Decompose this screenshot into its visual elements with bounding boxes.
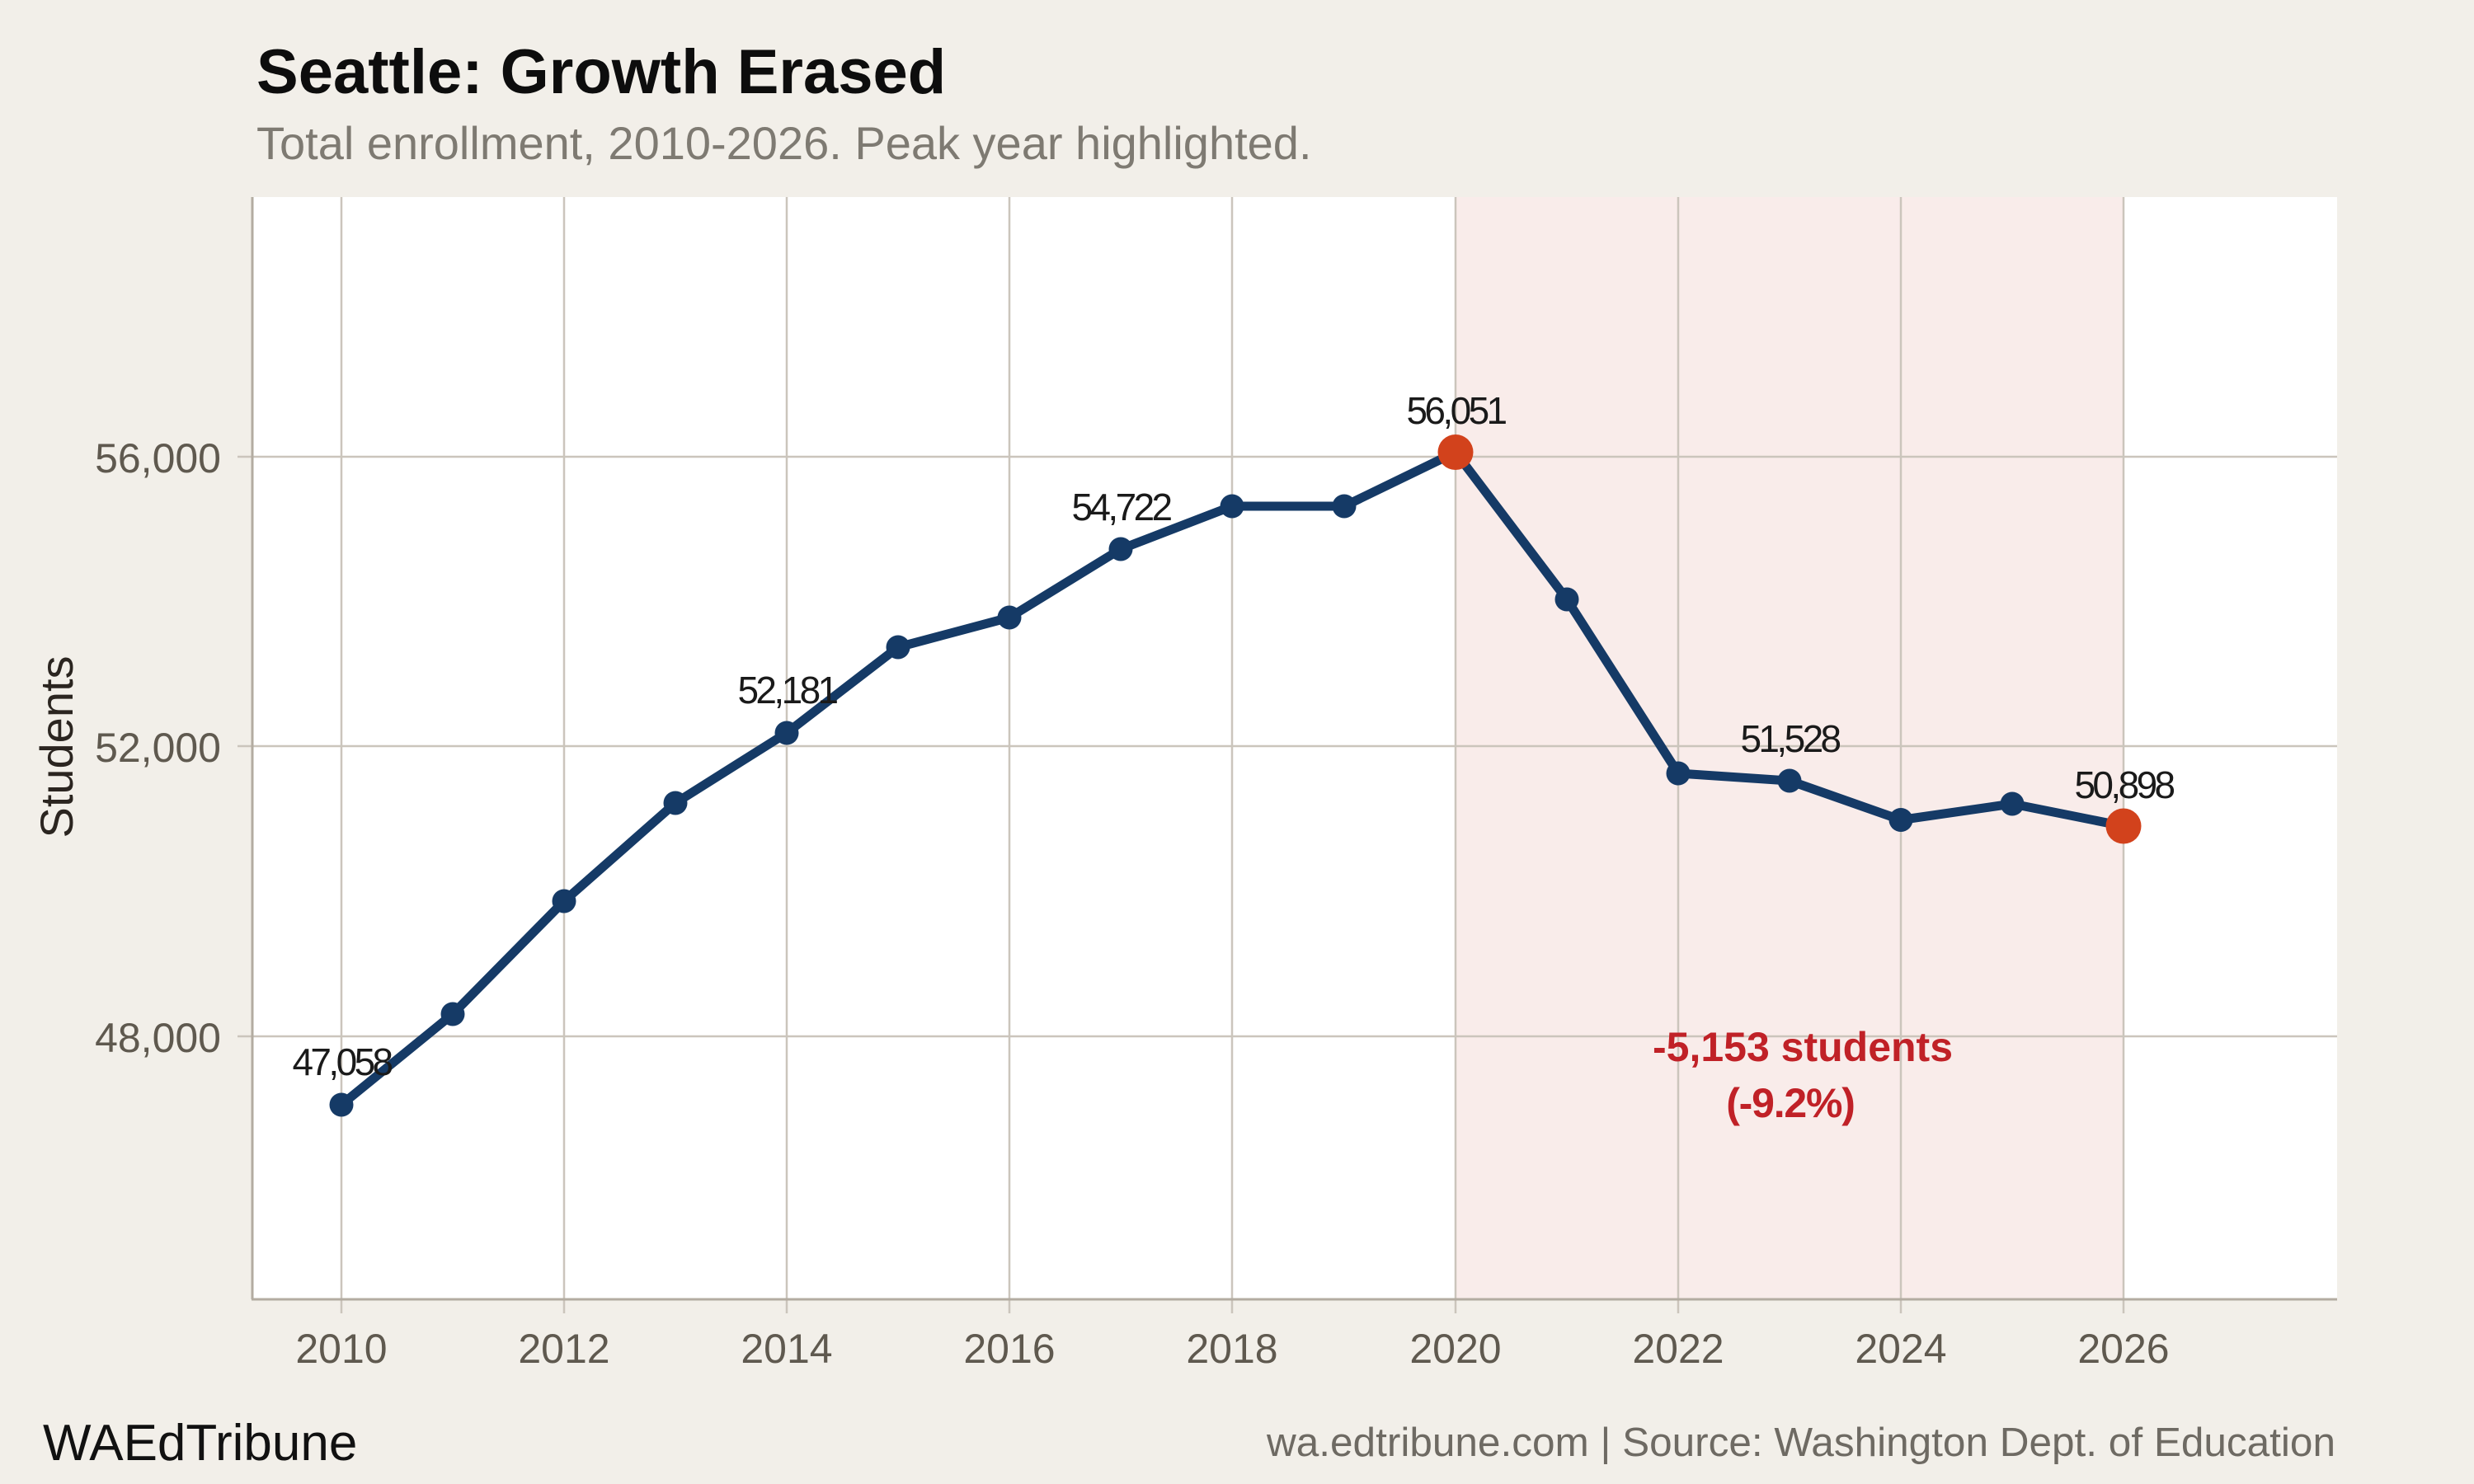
svg-text:2010: 2010 (295, 1326, 387, 1372)
svg-text:Seattle: Growth Erased: Seattle: Growth Erased (256, 37, 946, 107)
svg-text:2020: 2020 (1409, 1326, 1501, 1372)
svg-text:2012: 2012 (518, 1326, 609, 1372)
svg-text:52,000: 52,000 (95, 725, 221, 771)
svg-text:56,000: 56,000 (95, 435, 221, 481)
svg-text:2022: 2022 (1632, 1326, 1724, 1372)
svg-text:47,058: 47,058 (292, 1040, 392, 1083)
svg-text:-5,153 students: -5,153 students (1653, 1024, 1953, 1070)
svg-text:2018: 2018 (1186, 1326, 1277, 1372)
svg-text:54,722: 54,722 (1071, 486, 1171, 528)
svg-text:2024: 2024 (1855, 1326, 1946, 1372)
svg-text:48,000: 48,000 (95, 1015, 221, 1061)
svg-text:Students: Students (31, 655, 82, 838)
svg-text:wa.edtribune.com | Source: Was: wa.edtribune.com | Source: Washington De… (1266, 1420, 2335, 1465)
svg-text:(-9.2%): (-9.2%) (1726, 1080, 1855, 1126)
svg-text:Total enrollment, 2010-2026. P: Total enrollment, 2010-2026. Peak year h… (256, 117, 1312, 169)
svg-text:52,181: 52,181 (737, 669, 837, 711)
svg-text:2026: 2026 (2077, 1326, 2169, 1372)
svg-text:2014: 2014 (741, 1326, 832, 1372)
svg-text:WAEdTribune: WAEdTribune (43, 1415, 357, 1472)
svg-text:2016: 2016 (963, 1326, 1055, 1372)
svg-text:51,528: 51,528 (1740, 717, 1840, 760)
svg-text:50,898: 50,898 (2074, 763, 2174, 806)
svg-text:56,051: 56,051 (1406, 389, 1506, 432)
